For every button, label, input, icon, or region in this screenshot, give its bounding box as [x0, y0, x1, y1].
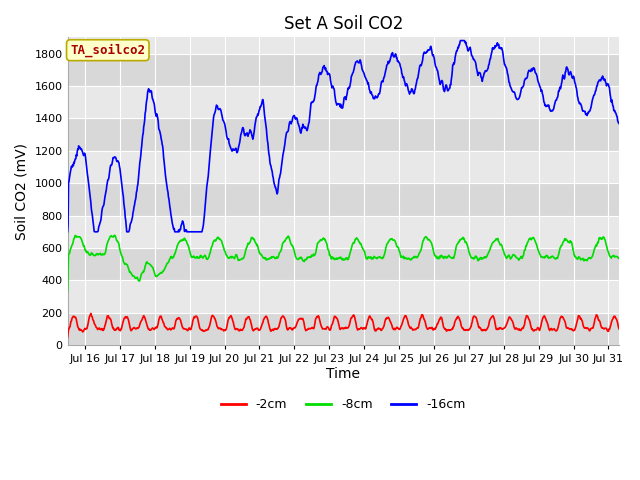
X-axis label: Time: Time	[326, 367, 360, 381]
Bar	[68, 119, 619, 151]
Y-axis label: Soil CO2 (mV): Soil CO2 (mV)	[15, 143, 29, 240]
Bar	[68, 183, 619, 216]
Text: TA_soilco2: TA_soilco2	[70, 44, 145, 57]
Legend: -2cm, -8cm, -16cm: -2cm, -8cm, -16cm	[216, 393, 471, 416]
Title: Set A Soil CO2: Set A Soil CO2	[284, 15, 403, 33]
Bar	[68, 313, 619, 345]
Bar	[68, 54, 619, 86]
Bar	[68, 248, 619, 280]
